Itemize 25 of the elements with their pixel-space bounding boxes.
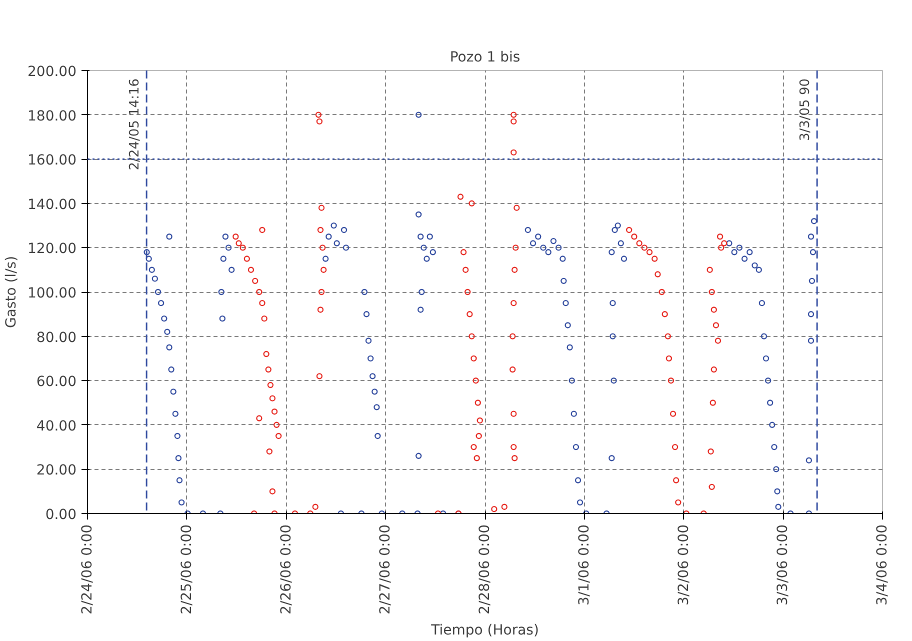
ref-line-label: 2/24/05 14:16 <box>128 78 143 170</box>
y-tick-label: 0.00 <box>45 507 76 523</box>
x-tick-label: 3/3/06 0:00 <box>775 524 792 606</box>
y-tick-label: 20.00 <box>36 462 77 479</box>
y-tick-label: 140.00 <box>28 196 77 213</box>
y-tick-label: 40.00 <box>36 418 77 434</box>
x-tick-label: 3/4/06 0:00 <box>874 524 890 606</box>
y-tick-label: 160.00 <box>28 152 77 169</box>
y-tick-label: 200.00 <box>28 64 77 80</box>
x-tick-label: 2/28/06 0:00 <box>477 524 493 614</box>
y-axis-title: Gasto (l/s) <box>4 256 20 328</box>
y-tick-label: 100.00 <box>28 286 77 302</box>
chart-title: Pozo 1 bis <box>450 50 520 66</box>
x-tick-label: 3/2/06 0:00 <box>676 524 692 606</box>
x-axis-title: Tiempo (Horas) <box>430 622 539 638</box>
y-tick-label: 60.00 <box>36 374 77 390</box>
x-tick-label: 2/25/06 0:00 <box>178 524 195 614</box>
x-tick-label: 2/27/06 0:00 <box>378 524 394 614</box>
y-tick-label: 80.00 <box>36 330 77 346</box>
x-tick-label: 2/24/06 0:00 <box>80 524 96 614</box>
x-tick-label: 3/1/06 0:00 <box>576 524 592 606</box>
y-tick-label: 120.00 <box>28 241 77 258</box>
ref-line-label: 3/3/05 90 <box>798 78 814 142</box>
x-tick-label: 2/26/06 0:00 <box>278 524 294 614</box>
y-tick-label: 180.00 <box>28 108 77 124</box>
